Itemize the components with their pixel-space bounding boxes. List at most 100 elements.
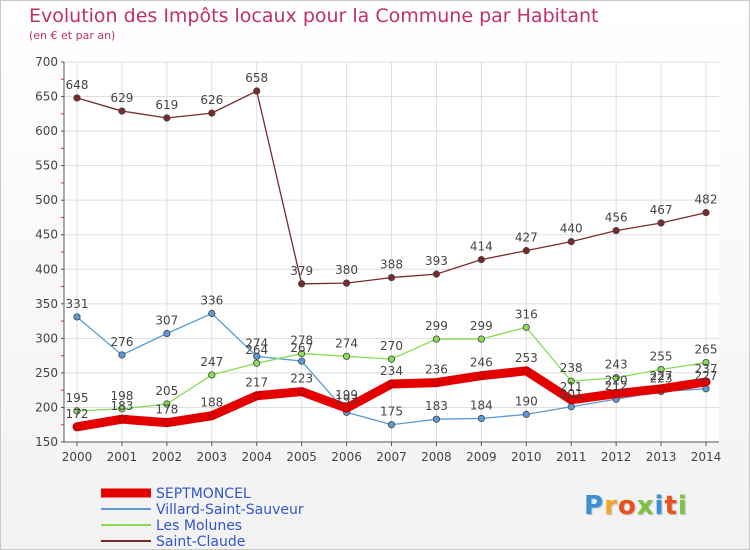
x-tick-label: 2007 bbox=[376, 450, 407, 464]
data-label: 237 bbox=[695, 362, 718, 376]
data-label: 274 bbox=[335, 336, 358, 350]
data-label: 198 bbox=[110, 389, 133, 403]
series-point-1 bbox=[253, 352, 261, 360]
series-point-0 bbox=[522, 366, 531, 375]
data-label: 220 bbox=[605, 374, 628, 388]
series-point-3 bbox=[612, 226, 620, 235]
series-point-0 bbox=[342, 404, 351, 413]
data-label: 316 bbox=[515, 307, 538, 321]
series-point-2 bbox=[298, 349, 306, 358]
legend-label: SEPTMONCEL bbox=[156, 486, 251, 502]
data-label: 223 bbox=[290, 372, 313, 386]
legend-label: Saint-Claude bbox=[156, 534, 245, 549]
data-label: 629 bbox=[110, 91, 133, 105]
y-tick-label: 600 bbox=[35, 124, 58, 138]
legend-label: Les Molunes bbox=[156, 518, 242, 534]
y-tick-label: 300 bbox=[35, 331, 58, 345]
data-label: 267 bbox=[290, 341, 313, 355]
data-label: 270 bbox=[380, 339, 403, 353]
data-label: 217 bbox=[245, 376, 268, 390]
series-point-2 bbox=[657, 365, 665, 374]
series-point-2 bbox=[522, 323, 530, 331]
data-label: 274 bbox=[245, 336, 268, 350]
series-point-1 bbox=[298, 357, 306, 365]
y-tick-label: 400 bbox=[35, 262, 58, 276]
series-point-0 bbox=[117, 415, 126, 424]
series-point-2 bbox=[612, 374, 620, 382]
series-point-2 bbox=[118, 405, 126, 413]
series-point-0 bbox=[702, 377, 710, 386]
series-point-2 bbox=[702, 358, 710, 367]
series-point-3 bbox=[342, 279, 351, 287]
x-tick-label: 2006 bbox=[331, 450, 362, 464]
data-label: 193 bbox=[335, 392, 358, 406]
series-point-0 bbox=[162, 418, 171, 427]
data-label: 379 bbox=[290, 264, 313, 278]
data-label: 236 bbox=[425, 363, 448, 377]
series-point-0 bbox=[73, 422, 81, 431]
data-label: 414 bbox=[470, 240, 493, 254]
data-label: 482 bbox=[695, 193, 718, 207]
x-tick-label: 2003 bbox=[197, 450, 228, 464]
series-point-3 bbox=[702, 209, 710, 217]
chart-subtitle: (en € et par an) bbox=[29, 29, 116, 42]
series-point-0 bbox=[612, 389, 621, 398]
data-label: 183 bbox=[110, 399, 133, 413]
y-tick-label: 650 bbox=[35, 90, 58, 104]
data-label: 619 bbox=[155, 98, 178, 112]
data-label: 648 bbox=[66, 78, 89, 92]
series-point-0 bbox=[387, 379, 396, 388]
series-point-1 bbox=[163, 329, 171, 338]
series-point-3 bbox=[118, 107, 126, 115]
x-tick-label: 2011 bbox=[556, 450, 587, 464]
series-point-3 bbox=[567, 238, 575, 246]
series-point-0 bbox=[657, 384, 666, 393]
data-label: 247 bbox=[200, 355, 223, 369]
data-label: 243 bbox=[605, 358, 628, 372]
series-point-1 bbox=[73, 313, 81, 321]
x-tick-label: 2008 bbox=[421, 450, 452, 464]
x-tick-label: 2004 bbox=[241, 450, 272, 464]
data-label: 223 bbox=[650, 372, 673, 386]
data-label: 255 bbox=[650, 349, 673, 363]
proxiti-logo: Proxiti bbox=[584, 491, 688, 521]
data-label: 234 bbox=[380, 364, 403, 378]
chart-title: Evolution des Impôts locaux pour la Comm… bbox=[29, 5, 599, 27]
series-point-3 bbox=[522, 247, 530, 255]
data-label: 299 bbox=[425, 319, 448, 333]
data-label: 227 bbox=[650, 369, 673, 383]
y-tick-label: 550 bbox=[35, 159, 58, 173]
series-point-0 bbox=[297, 387, 306, 396]
data-label: 175 bbox=[380, 405, 403, 419]
data-label: 183 bbox=[425, 399, 448, 413]
y-tick-label: 450 bbox=[35, 228, 58, 242]
x-tick-label: 2013 bbox=[646, 450, 677, 464]
data-label: 211 bbox=[560, 380, 583, 394]
series-point-2 bbox=[342, 352, 351, 360]
data-label: 178 bbox=[155, 403, 178, 417]
data-label: 307 bbox=[155, 314, 178, 328]
x-tick-label: 2002 bbox=[152, 450, 183, 464]
data-label: 201 bbox=[560, 387, 583, 401]
series-point-2 bbox=[432, 335, 441, 343]
series-point-1 bbox=[387, 421, 396, 429]
data-label: 205 bbox=[155, 384, 178, 398]
data-label: 427 bbox=[515, 231, 538, 245]
data-label: 299 bbox=[470, 319, 493, 333]
data-label: 188 bbox=[200, 396, 223, 410]
series-point-3 bbox=[163, 114, 171, 122]
series-point-2 bbox=[387, 355, 396, 363]
data-label: 212 bbox=[605, 379, 628, 393]
series-point-1 bbox=[477, 414, 485, 423]
data-label: 658 bbox=[245, 71, 268, 85]
data-label: 336 bbox=[200, 293, 223, 307]
data-label: 246 bbox=[470, 356, 493, 370]
x-tick-label: 2005 bbox=[286, 450, 317, 464]
series-point-3 bbox=[657, 219, 665, 227]
series-point-1 bbox=[118, 351, 126, 359]
series-point-0 bbox=[477, 371, 486, 380]
series-point-2 bbox=[208, 371, 216, 379]
series-point-1 bbox=[567, 403, 575, 411]
series-point-0 bbox=[432, 378, 441, 387]
data-label: 388 bbox=[380, 258, 403, 272]
